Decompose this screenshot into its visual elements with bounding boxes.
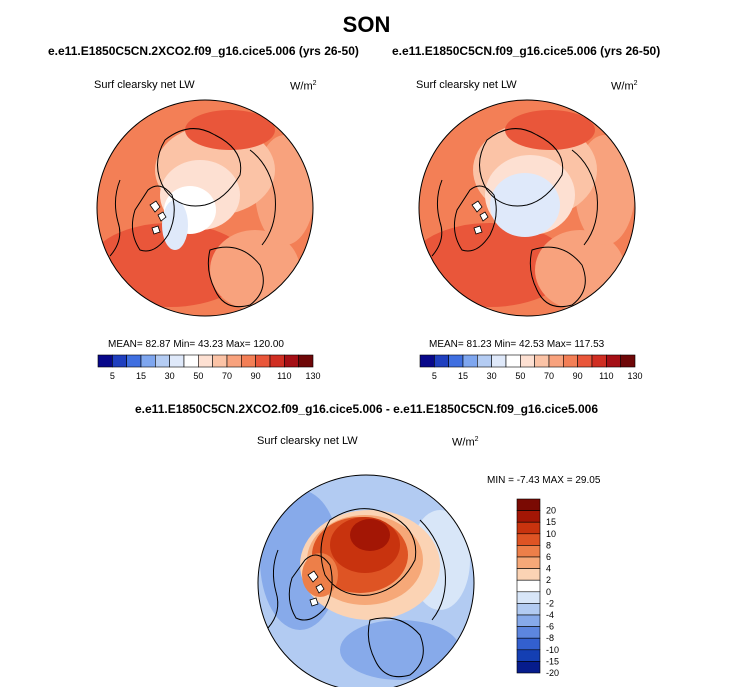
panel-b-colorbar-swatch bbox=[577, 354, 593, 368]
panel-a-colorbar-tick-label: 50 bbox=[193, 371, 203, 381]
panel-a-colorbar-swatch bbox=[298, 354, 314, 368]
panel-a-stats: MEAN= 82.87 Min= 43.23 Max= 120.00 bbox=[108, 339, 284, 350]
diff-colorbar-tick-label: 10 bbox=[546, 529, 556, 539]
panel-a-colorbar-swatch bbox=[140, 354, 156, 368]
panel-b-colorbar-tick-label: 50 bbox=[515, 371, 525, 381]
diff-colorbar-tick-label: -4 bbox=[546, 610, 554, 620]
diff-colorbar-tick-label: 4 bbox=[546, 564, 551, 574]
panel-a-colorbar-tick-label: 130 bbox=[305, 371, 320, 381]
panel-b-colorbar-swatch bbox=[505, 354, 521, 368]
diff-colorbar-tick-label: -15 bbox=[546, 656, 559, 666]
diff-colorbar-tick-label: -8 bbox=[546, 633, 554, 643]
diff-colorbar-tick-label: 6 bbox=[546, 552, 551, 562]
diff-colorbar-swatch bbox=[516, 579, 541, 593]
diff-colorbar-swatch bbox=[516, 591, 541, 604]
panel-a-colorbar-swatch bbox=[226, 354, 242, 368]
diff-colorbar-tick-label: 15 bbox=[546, 517, 556, 527]
panel-b-variable-label: Surf clearsky net LW bbox=[416, 79, 517, 91]
panel-b-case-title: e.e11.E1850C5CN.f09_g16.cice5.006 (yrs 2… bbox=[392, 44, 661, 58]
panel-b-colorbar-tick-label: 70 bbox=[544, 371, 554, 381]
panel-a-colorbar-swatch bbox=[112, 354, 127, 368]
panel-b-colorbar-tick-label: 90 bbox=[573, 371, 583, 381]
difference-title: e.e11.E1850C5CN.2XCO2.f09_g16.cice5.006 … bbox=[135, 402, 598, 416]
diff-colorbar-swatch bbox=[516, 603, 541, 616]
diff-colorbar-tick-label: -10 bbox=[546, 645, 559, 655]
diff-colorbar-swatch bbox=[516, 510, 541, 523]
diff-variable-label: Surf clearsky net LW bbox=[257, 435, 358, 447]
panel-a-colorbar-tick-label: 90 bbox=[251, 371, 261, 381]
panel-b-colorbar-swatch bbox=[606, 354, 621, 368]
panel-a-colorbar: 5 15 30 50 70 90 110 130 bbox=[97, 354, 321, 381]
panel-b-colorbar-swatch bbox=[448, 354, 464, 368]
panel-a-units-label: W/m2 bbox=[290, 80, 317, 93]
diff-colorbar-swatch bbox=[516, 568, 541, 581]
panel-b-colorbar-tick-label: 110 bbox=[599, 371, 613, 381]
panel-a-colorbar-swatch bbox=[97, 354, 113, 368]
panel-b-colorbar-swatch bbox=[520, 354, 535, 368]
diff-colorbar-swatch bbox=[516, 533, 541, 546]
diff-colorbar-tick-label: 2 bbox=[546, 575, 551, 585]
panel-a-colorbar-swatch bbox=[284, 354, 299, 368]
panel-a-colorbar-swatch bbox=[155, 354, 170, 368]
diff-colorbar-swatch bbox=[516, 649, 541, 662]
diff-colorbar-tick-label: -6 bbox=[546, 622, 554, 632]
panel-b-colorbar-tick-label: 5 bbox=[432, 371, 437, 381]
panel-b-colorbar-swatch bbox=[620, 354, 636, 368]
diff-colorbar-swatch bbox=[516, 521, 541, 535]
diff-colorbar-swatch bbox=[516, 661, 541, 674]
panel-a-colorbar-tick-label: 5 bbox=[110, 371, 115, 381]
panel-b-colorbar-swatch bbox=[434, 354, 449, 368]
panel-a-colorbar-swatch bbox=[269, 354, 285, 368]
panel-b-colorbar-swatch bbox=[548, 354, 564, 368]
panel-b-colorbar-swatch bbox=[462, 354, 478, 368]
panel-b-stats: MEAN= 81.23 Min= 42.53 Max= 117.53 bbox=[429, 339, 605, 350]
diff-colorbar-tick-label: 20 bbox=[546, 506, 556, 516]
panel-b-colorbar-tick-label: 130 bbox=[627, 371, 642, 381]
diff-colorbar-tick-label: 0 bbox=[546, 587, 551, 597]
panel-b-colorbar-swatch bbox=[491, 354, 507, 368]
diff-colorbar-swatch bbox=[516, 556, 541, 569]
panel-b-units-label: W/m2 bbox=[611, 80, 638, 93]
panel-b-colorbar: 5 15 30 50 70 90 110 130 bbox=[419, 354, 643, 381]
diff-units-label: W/m2 bbox=[452, 436, 479, 449]
panel-a-colorbar-tick-label: 110 bbox=[277, 371, 291, 381]
panel-a-colorbar-tick-label: 15 bbox=[136, 371, 146, 381]
diff-stats: MIN = -7.43 MAX = 29.05 bbox=[487, 475, 601, 486]
diff-map bbox=[257, 474, 475, 687]
panel-a-variable-label: Surf clearsky net LW bbox=[94, 79, 195, 91]
panel-b-colorbar-swatch bbox=[534, 354, 550, 368]
panel-b-colorbar-swatch bbox=[477, 354, 492, 368]
diff-colorbar-swatch bbox=[516, 637, 541, 651]
panel-b-colorbar-swatch bbox=[419, 354, 435, 368]
panel-b-colorbar-tick-label: 15 bbox=[458, 371, 468, 381]
panel-a-colorbar-swatch bbox=[212, 354, 228, 368]
panel-a-colorbar-swatch bbox=[183, 354, 199, 368]
figure-title: SON bbox=[342, 12, 391, 37]
panel-a-colorbar-swatch bbox=[126, 354, 142, 368]
panel-a-case-title: e.e11.E1850C5CN.2XCO2.f09_g16.cice5.006 … bbox=[48, 44, 359, 58]
diff-colorbar-swatch bbox=[516, 498, 541, 511]
diff-colorbar-tick-label: -20 bbox=[546, 668, 559, 678]
diff-colorbar-swatch bbox=[516, 545, 541, 558]
diff-colorbar-tick-label: -2 bbox=[546, 598, 554, 608]
diff-colorbar-swatch bbox=[516, 614, 541, 627]
panel-b-colorbar-tick-label: 30 bbox=[487, 371, 497, 381]
panel-a-colorbar-tick-label: 70 bbox=[222, 371, 232, 381]
panel-b-map bbox=[418, 99, 636, 317]
diff-colorbar-tick-label: 8 bbox=[546, 540, 551, 550]
panel-b-colorbar-swatch bbox=[563, 354, 578, 368]
diff-colorbar-swatch bbox=[516, 626, 541, 639]
panel-a-colorbar-swatch bbox=[241, 354, 256, 368]
panel-a-colorbar-swatch bbox=[198, 354, 213, 368]
panel-b-colorbar-swatch bbox=[591, 354, 607, 368]
panel-a-colorbar-swatch bbox=[255, 354, 271, 368]
panel-a-map bbox=[96, 99, 314, 317]
panel-a-colorbar-tick-label: 30 bbox=[165, 371, 175, 381]
panel-a-colorbar-swatch bbox=[169, 354, 185, 368]
